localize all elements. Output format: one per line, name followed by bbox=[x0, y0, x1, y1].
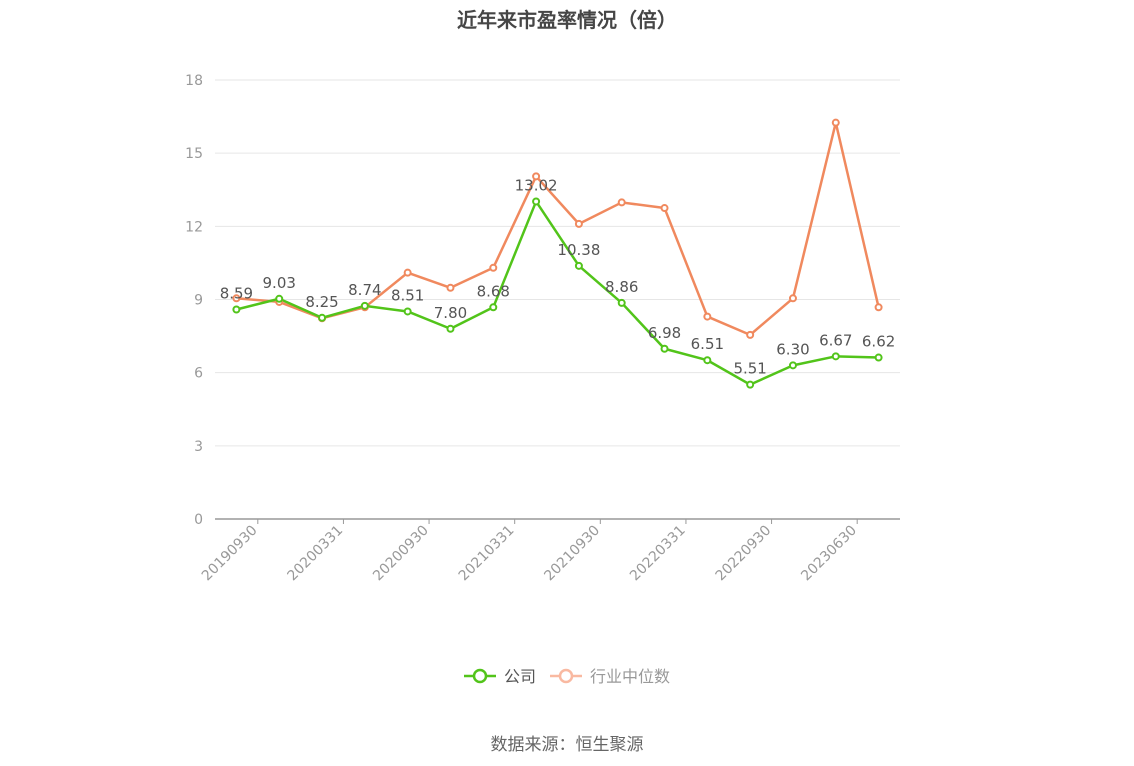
company-point bbox=[318, 313, 327, 322]
series-lines bbox=[236, 121, 880, 386]
y-tick-label: 9 bbox=[194, 293, 203, 309]
company-point bbox=[703, 356, 712, 365]
x-tick-label: 20220930 bbox=[713, 523, 775, 585]
company-data-label: 6.98 bbox=[648, 324, 681, 342]
industry-point bbox=[489, 263, 498, 272]
legend[interactable]: 公司 行业中位数 bbox=[464, 667, 670, 686]
industry-point bbox=[746, 330, 755, 339]
x-tick-label: 20200930 bbox=[370, 523, 432, 585]
industry-point bbox=[403, 268, 412, 277]
company-data-label: 5.51 bbox=[733, 360, 766, 378]
company-point bbox=[788, 361, 797, 370]
company-data-label: 13.02 bbox=[515, 176, 558, 194]
company-point bbox=[489, 303, 498, 312]
y-tick-label: 18 bbox=[185, 73, 203, 89]
legend-item-industry[interactable]: 行业中位数 bbox=[550, 667, 670, 686]
company-point bbox=[660, 344, 669, 353]
company-point bbox=[275, 294, 284, 303]
x-tick-label: 20220331 bbox=[627, 523, 689, 585]
legend-industry-marker bbox=[558, 668, 574, 684]
legend-company-marker bbox=[472, 668, 488, 684]
company-point bbox=[403, 307, 412, 316]
industry-point bbox=[831, 118, 840, 127]
industry-point bbox=[788, 294, 797, 303]
company-point bbox=[232, 305, 241, 314]
company-data-label: 6.30 bbox=[776, 340, 809, 358]
y-tick-label: 0 bbox=[194, 512, 203, 528]
company-point bbox=[617, 298, 626, 307]
y-tick-label: 3 bbox=[194, 439, 203, 455]
company-data-label: 8.59 bbox=[220, 284, 253, 302]
industry-point bbox=[446, 283, 455, 292]
x-tick-label: 20190930 bbox=[199, 523, 261, 585]
industry-point bbox=[232, 294, 241, 303]
company-data-label: 7.80 bbox=[434, 304, 467, 322]
company-data-label: 10.38 bbox=[557, 241, 600, 259]
company-data-label: 8.51 bbox=[391, 286, 424, 304]
industry-point bbox=[874, 303, 883, 312]
company-data-label: 6.67 bbox=[819, 331, 852, 349]
company-data-label: 8.68 bbox=[477, 282, 510, 300]
company-point bbox=[746, 380, 755, 389]
x-tick-label: 20210331 bbox=[456, 523, 518, 585]
company-data-label: 8.86 bbox=[605, 278, 638, 296]
x-tick-label: 20200331 bbox=[285, 523, 347, 585]
data-labels: 8.59 9.03 8.25 8.74 8.51 7.80 8.68 13.02 10.38 8.… bbox=[220, 176, 896, 377]
legend-company-label: 公司 bbox=[504, 667, 536, 686]
company-data-label: 6.62 bbox=[862, 333, 895, 351]
company-data-label: 9.03 bbox=[263, 274, 296, 292]
y-axis-ticks: 0 3 6 9 12 15 18 bbox=[185, 73, 203, 528]
company-point bbox=[874, 353, 883, 362]
x-tick-label: 20210930 bbox=[541, 523, 603, 585]
y-tick-label: 6 bbox=[194, 366, 203, 382]
x-tick-label: 20230630 bbox=[798, 523, 860, 585]
x-axis: 20190930 20200331 20200930 20210331 20210930… bbox=[199, 518, 900, 585]
legend-industry-label: 行业中位数 bbox=[590, 667, 670, 686]
grid-lines bbox=[215, 79, 900, 447]
industry-point bbox=[532, 172, 541, 181]
y-tick-label: 12 bbox=[185, 219, 203, 235]
company-data-label: 8.74 bbox=[348, 281, 381, 299]
company-series-line bbox=[236, 200, 879, 386]
industry-point bbox=[703, 312, 712, 321]
company-point bbox=[831, 352, 840, 361]
legend-item-company[interactable]: 公司 bbox=[464, 667, 536, 686]
company-point bbox=[446, 324, 455, 333]
company-point bbox=[574, 261, 583, 270]
y-tick-label: 15 bbox=[185, 146, 203, 162]
company-data-label: 6.51 bbox=[691, 335, 724, 353]
industry-point bbox=[660, 204, 669, 213]
industry-point bbox=[574, 219, 583, 228]
industry-point bbox=[617, 198, 626, 207]
company-point bbox=[360, 301, 369, 310]
company-data-label: 8.25 bbox=[305, 293, 338, 311]
company-point bbox=[532, 197, 541, 206]
data-source-note: 数据来源：恒生聚源 bbox=[490, 735, 644, 755]
chart-title: 近年来市盈率情况（倍） bbox=[457, 8, 677, 32]
data-points bbox=[232, 118, 883, 389]
